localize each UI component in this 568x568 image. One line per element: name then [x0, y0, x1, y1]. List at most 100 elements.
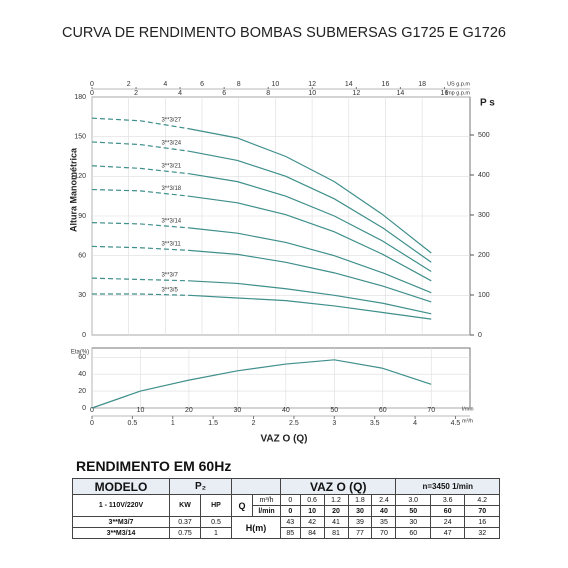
x2-tick-label: 4	[163, 81, 167, 88]
cell: 2.4	[371, 494, 397, 506]
x2-tick-label: 10	[272, 81, 280, 88]
cell: 32	[464, 527, 500, 539]
x2-tick-label: 14	[345, 81, 353, 88]
pump-curve	[188, 280, 432, 315]
y-tick-label: 60	[78, 354, 86, 361]
header-cell: n=3450 1/min	[395, 478, 500, 495]
cell: 70	[371, 527, 397, 539]
x2-tick-label: 1	[171, 420, 175, 427]
y-tick-label: 60	[78, 253, 86, 260]
header-cell: VAZ O (Q)	[279, 478, 397, 495]
y-tick-label: 180	[74, 94, 86, 101]
cell: 3**M3/7	[72, 516, 170, 528]
cell: 0.75	[169, 527, 201, 539]
x3-tick-label: 14	[396, 90, 404, 97]
pump-curve	[188, 227, 432, 294]
pump-curve	[188, 128, 432, 254]
cell: 3.6	[429, 494, 466, 506]
cell: 60	[429, 505, 466, 517]
x2-tick-label: 2.5	[289, 420, 299, 427]
cell: 35	[371, 516, 397, 528]
pump-curve	[91, 165, 189, 175]
header-cell	[231, 478, 281, 495]
cell: l/min	[252, 505, 281, 517]
x-tick-label: 50	[330, 407, 338, 414]
x3-tick-label: 10	[308, 90, 316, 97]
pump-curve	[188, 294, 432, 320]
header-cell: MODELO	[72, 478, 170, 495]
y-tick-label: 120	[74, 173, 86, 180]
x2-tick-label: 16	[382, 81, 390, 88]
y-tick-label: 40	[78, 371, 86, 378]
cell: KW	[169, 494, 201, 517]
x3-tick-label: 2	[134, 90, 138, 97]
x3-tick-label: 8	[266, 90, 270, 97]
x3-tick-label: 16	[441, 90, 449, 97]
series-label: 3**3/18	[161, 186, 181, 192]
cell: Q	[231, 494, 253, 517]
x2-tick-label: 6	[200, 81, 204, 88]
cell: 41	[323, 516, 349, 528]
x2-tick-label: 0.5	[128, 420, 138, 427]
x2-tick-label: 18	[418, 81, 426, 88]
x2-tick-label: 1.5	[208, 420, 218, 427]
cell: 50	[395, 505, 431, 517]
pump-curve	[188, 249, 432, 303]
y-tick-label: 0	[82, 405, 86, 412]
cell: 47	[429, 527, 466, 539]
x-tick-label: 40	[282, 407, 290, 414]
series-label: 3**3/27	[161, 117, 181, 123]
x-tick-label: 30	[233, 407, 241, 414]
y2-axis-label: P s	[480, 98, 495, 109]
cell: 0.37	[169, 516, 201, 528]
x3-axis-label: Imp g.p.m	[446, 90, 471, 96]
series-label: 3**3/7	[161, 273, 178, 279]
x2-tick-label: 2	[252, 420, 256, 427]
cell: 16	[464, 516, 500, 528]
cell: 24	[429, 516, 466, 528]
x-tick-label: 60	[379, 407, 387, 414]
x2-tick-label: 0	[90, 420, 94, 427]
x-tick-label: 20	[185, 407, 193, 414]
cell: 81	[323, 527, 349, 539]
x3-tick-label: 0	[90, 90, 94, 97]
y2-tick-label: 0	[478, 332, 482, 339]
pump-curve	[91, 188, 189, 197]
header-cell: P₂	[169, 478, 232, 495]
y2-tick-label: 200	[478, 252, 490, 259]
x2-tick-label: 4	[413, 420, 417, 427]
series-label: 3**3/24	[161, 140, 181, 146]
efficiency-curve	[91, 359, 432, 409]
cell: 3.0	[395, 494, 431, 506]
cell: 4.2	[464, 494, 500, 506]
x2-axis-label: m³/h	[462, 418, 473, 424]
series-label: 3**3/5	[161, 287, 178, 293]
x3-tick-label: 12	[352, 90, 360, 97]
cell: 42	[299, 516, 325, 528]
cell: 85	[280, 527, 301, 539]
pump-curve	[188, 195, 432, 282]
cell: 40	[371, 505, 397, 517]
pump-curve	[91, 222, 189, 229]
x-axis-label: l/min	[462, 406, 474, 412]
y-tick-label: 150	[74, 134, 86, 141]
cell: 0	[280, 505, 301, 517]
y-axis-label: Altura Manométrica	[68, 147, 78, 232]
x3-tick-label: 4	[178, 90, 182, 97]
y2-tick-label: 400	[478, 172, 490, 179]
y2-tick-label: 300	[478, 212, 490, 219]
cell: 10	[299, 505, 325, 517]
cell: m³/h	[252, 494, 281, 506]
x2-tick-label: 4.5	[451, 420, 461, 427]
y-tick-label: 0	[82, 332, 86, 339]
x2-tick-label: 12	[308, 81, 316, 88]
series-label: 3**3/21	[161, 164, 181, 170]
y-tick-label: 90	[78, 213, 86, 220]
x2-tick-label: 8	[237, 81, 241, 88]
pump-curve	[188, 150, 432, 263]
cell: 77	[347, 527, 373, 539]
table-title: RENDIMENTO EM 60Hz	[76, 458, 232, 474]
cell: 1.8	[347, 494, 373, 506]
page-title: CURVA DE RENDIMENTO BOMBAS SUBMERSAS G17…	[62, 25, 506, 41]
